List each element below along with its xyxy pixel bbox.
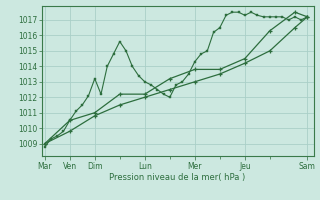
X-axis label: Pression niveau de la mer( hPa ): Pression niveau de la mer( hPa )	[109, 173, 246, 182]
